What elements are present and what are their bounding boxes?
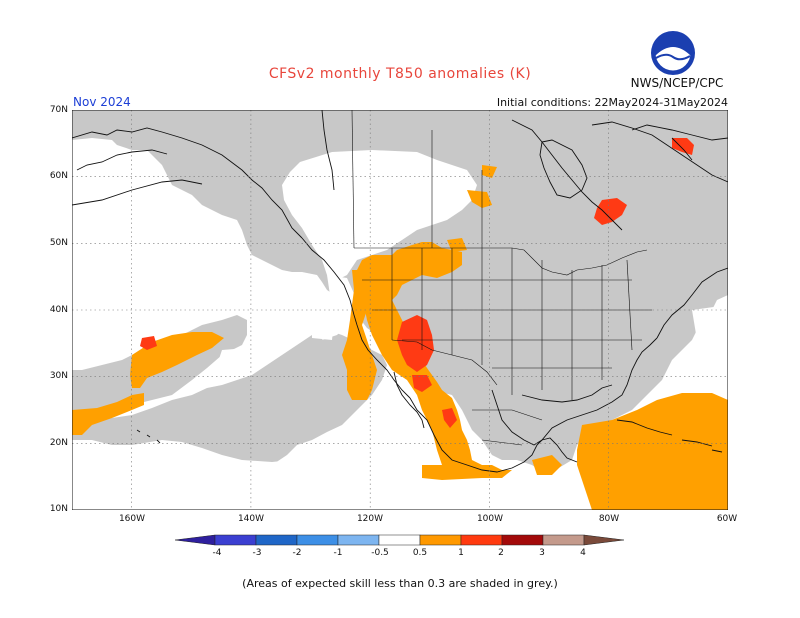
lat-label: 50N: [49, 238, 68, 248]
no-skill-shading: [72, 110, 728, 472]
colorbar-label: -4: [212, 548, 222, 558]
colorbar-segment: [296, 534, 339, 546]
colorbar-segment: [174, 534, 216, 546]
lat-label: 60N: [49, 171, 68, 181]
lat-label: 40N: [49, 305, 68, 315]
colorbar-segment: [460, 534, 503, 546]
colorbar-segment: [583, 534, 625, 546]
lon-label: 100W: [476, 514, 504, 524]
colorbar-label: 2: [498, 548, 504, 558]
lat-label: 10N: [49, 504, 68, 514]
coastlines: [72, 110, 728, 473]
colorbar-segment: [542, 534, 585, 546]
colorbar-segment: [337, 534, 380, 546]
anomaly-1-2: [140, 138, 694, 428]
footnote: (Areas of expected skill less than 0.3 a…: [242, 577, 558, 590]
lat-label: 70N: [49, 105, 68, 115]
colorbar-label: 4: [580, 548, 586, 558]
colorbar: [174, 534, 625, 546]
lat-label: 20N: [49, 438, 68, 448]
anomaly-map: [72, 110, 728, 510]
lon-label: 60W: [716, 514, 738, 524]
graticule: [72, 110, 728, 510]
noaa-logo: [651, 31, 695, 75]
colorbar-label: 1: [458, 548, 464, 558]
colorbar-segment: [378, 534, 421, 546]
colorbar-segment: [255, 534, 298, 546]
anomaly-0.5-1: [72, 165, 728, 510]
colorbar-segment: [214, 534, 257, 546]
map-title: CFSv2 monthly T850 anomalies (K): [268, 66, 532, 82]
colorbar-segment: [419, 534, 462, 546]
initial-conditions: Initial conditions: 22May2024-31May2024: [496, 96, 728, 109]
colorbar-label: -0.5: [371, 548, 389, 558]
lon-label: 140W: [237, 514, 265, 524]
colorbar-label: -2: [292, 548, 302, 558]
valid-month: Nov 2024: [73, 95, 131, 109]
lon-label: 80W: [598, 514, 620, 524]
colorbar-label: 3: [539, 548, 545, 558]
lat-label: 30N: [49, 371, 68, 381]
lon-label: 120W: [356, 514, 384, 524]
colorbar-label: -3: [252, 548, 262, 558]
colorbar-label: 0.5: [412, 548, 428, 558]
colorbar-segment: [501, 534, 544, 546]
agency-label: NWS/NCEP/CPC: [630, 76, 724, 90]
white-patches: [72, 150, 728, 510]
political-borders: [351, 110, 652, 446]
colorbar-label: -1: [333, 548, 343, 558]
lon-label: 160W: [118, 514, 146, 524]
